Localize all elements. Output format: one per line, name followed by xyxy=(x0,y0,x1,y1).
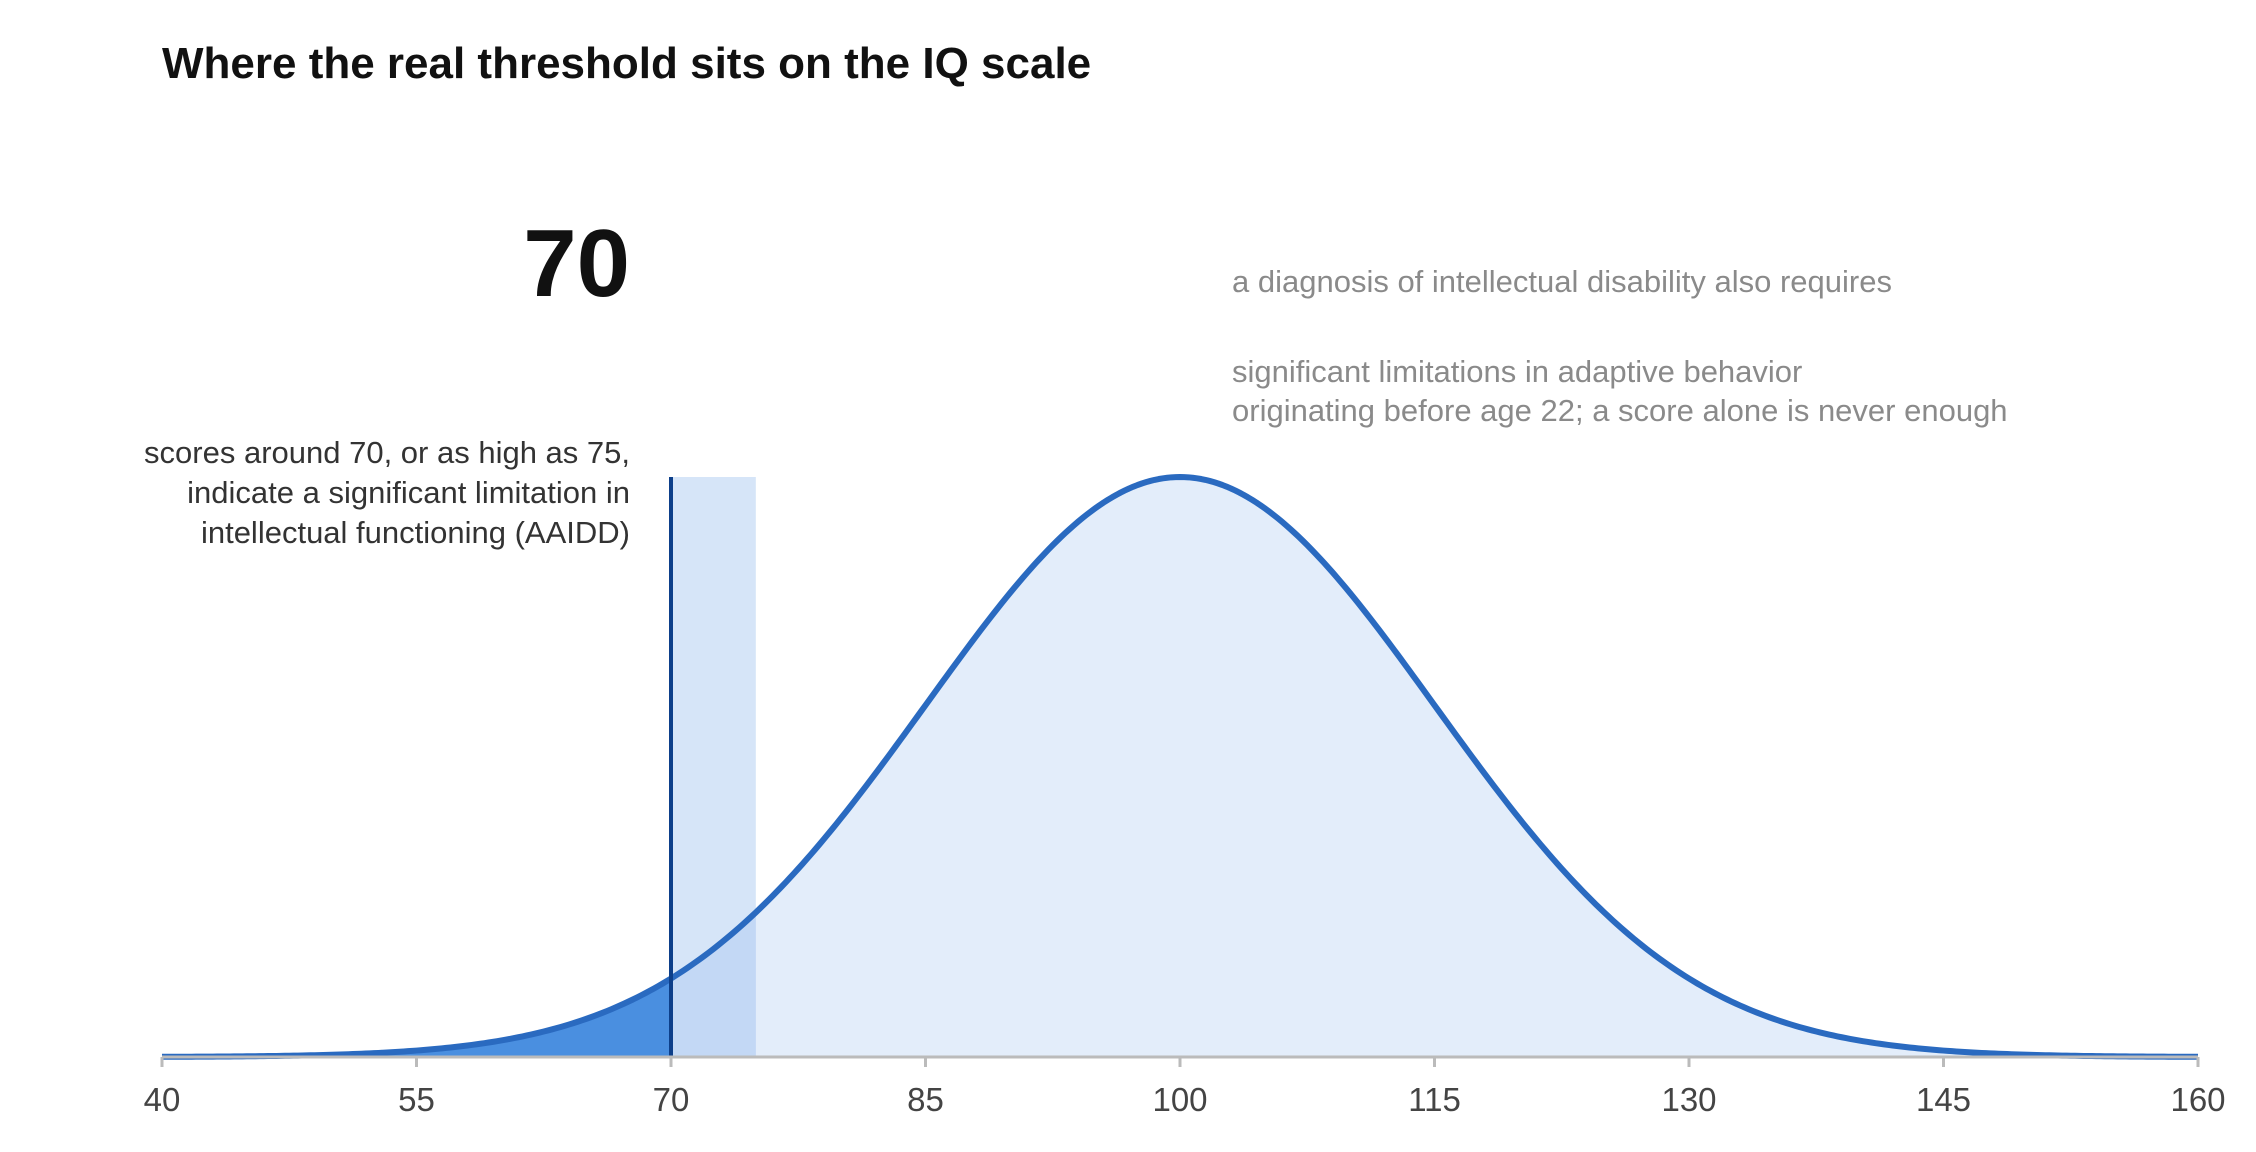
threshold-note-line-2: indicate a significant limitation in xyxy=(187,475,630,510)
below-threshold-tail xyxy=(162,978,671,1057)
diagnosis-note-line-1: significant limitations in adaptive beha… xyxy=(1232,354,1802,389)
threshold-range-area xyxy=(671,912,756,1057)
x-tick-label-130: 130 xyxy=(1661,1081,1716,1118)
x-tick-label-145: 145 xyxy=(1916,1081,1971,1118)
x-tick-label-55: 55 xyxy=(398,1081,435,1118)
plot-area: 40 55 70 85 100 115 130 145 160 xyxy=(144,474,2226,1118)
distribution-curve xyxy=(161,474,2199,1060)
chart-title: Where the real threshold sits on the IQ … xyxy=(162,39,1091,88)
x-tick-label-85: 85 xyxy=(907,1081,944,1118)
threshold-note-line-3: intellectual functioning (AAIDD) xyxy=(201,515,630,550)
x-tick-label-100: 100 xyxy=(1152,1081,1207,1118)
diagnosis-note-line-2: originating before age 22; a score alone… xyxy=(1232,393,2008,428)
x-tick-label-160: 160 xyxy=(2170,1081,2225,1118)
threshold-value-label: 70 xyxy=(523,210,630,317)
curve-area-fill xyxy=(162,477,2198,1057)
threshold-note-line-1: scores around 70, or as high as 75, xyxy=(144,435,630,470)
x-tick-label-115: 115 xyxy=(1408,1081,1461,1118)
x-tick-label-40: 40 xyxy=(144,1081,181,1118)
diagnosis-heading: a diagnosis of intellectual disability a… xyxy=(1232,264,1892,299)
x-tick-label-70: 70 xyxy=(653,1081,690,1118)
